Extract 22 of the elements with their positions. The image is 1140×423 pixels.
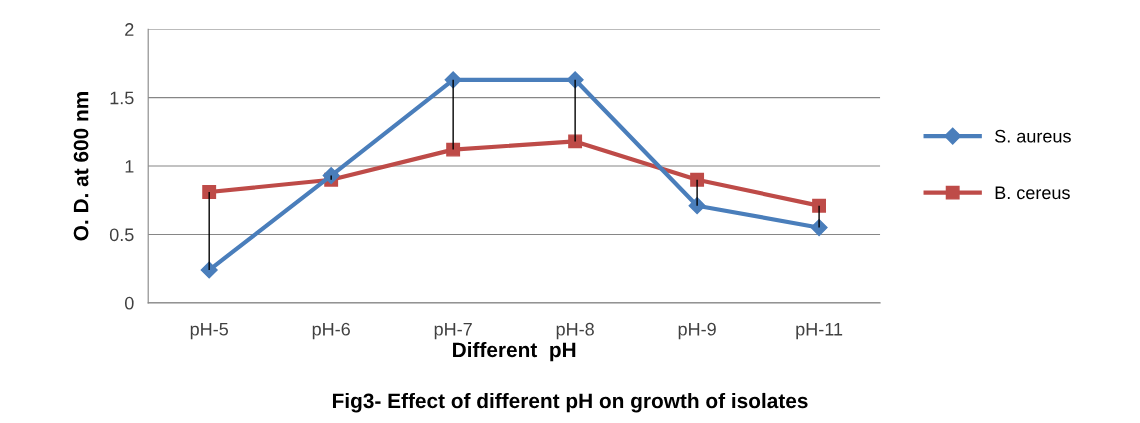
legend-label: B. cereus xyxy=(995,186,1070,200)
x-tick-label: pH-9 xyxy=(678,322,716,340)
point xyxy=(322,167,340,185)
x-tick-label: pH-7 xyxy=(434,322,472,340)
x-tick-label: pH-8 xyxy=(556,322,594,340)
x-tick-label: pH-6 xyxy=(312,322,350,340)
x-axis-title: Different pH xyxy=(453,341,576,362)
x-tick-label: pH-5 xyxy=(190,322,228,340)
y-tick-label: 0 xyxy=(124,296,134,310)
legend-label: S. aureus xyxy=(995,129,1071,143)
y-axis-title: O. D. at 600 nm xyxy=(73,92,89,241)
y-tick-label: 1.5 xyxy=(110,91,134,105)
y-tick-label: 0.5 xyxy=(109,228,134,242)
point xyxy=(202,185,217,199)
point xyxy=(446,142,461,157)
y-tick-label: 1 xyxy=(125,160,134,173)
x-tick-label: pH-11 xyxy=(796,322,843,340)
point xyxy=(690,172,705,187)
point xyxy=(812,198,827,213)
text: Fig3- Effect of different pH on growth of isolates xyxy=(332,392,808,413)
point xyxy=(568,134,583,149)
y-tick-label: 2 xyxy=(125,23,134,36)
